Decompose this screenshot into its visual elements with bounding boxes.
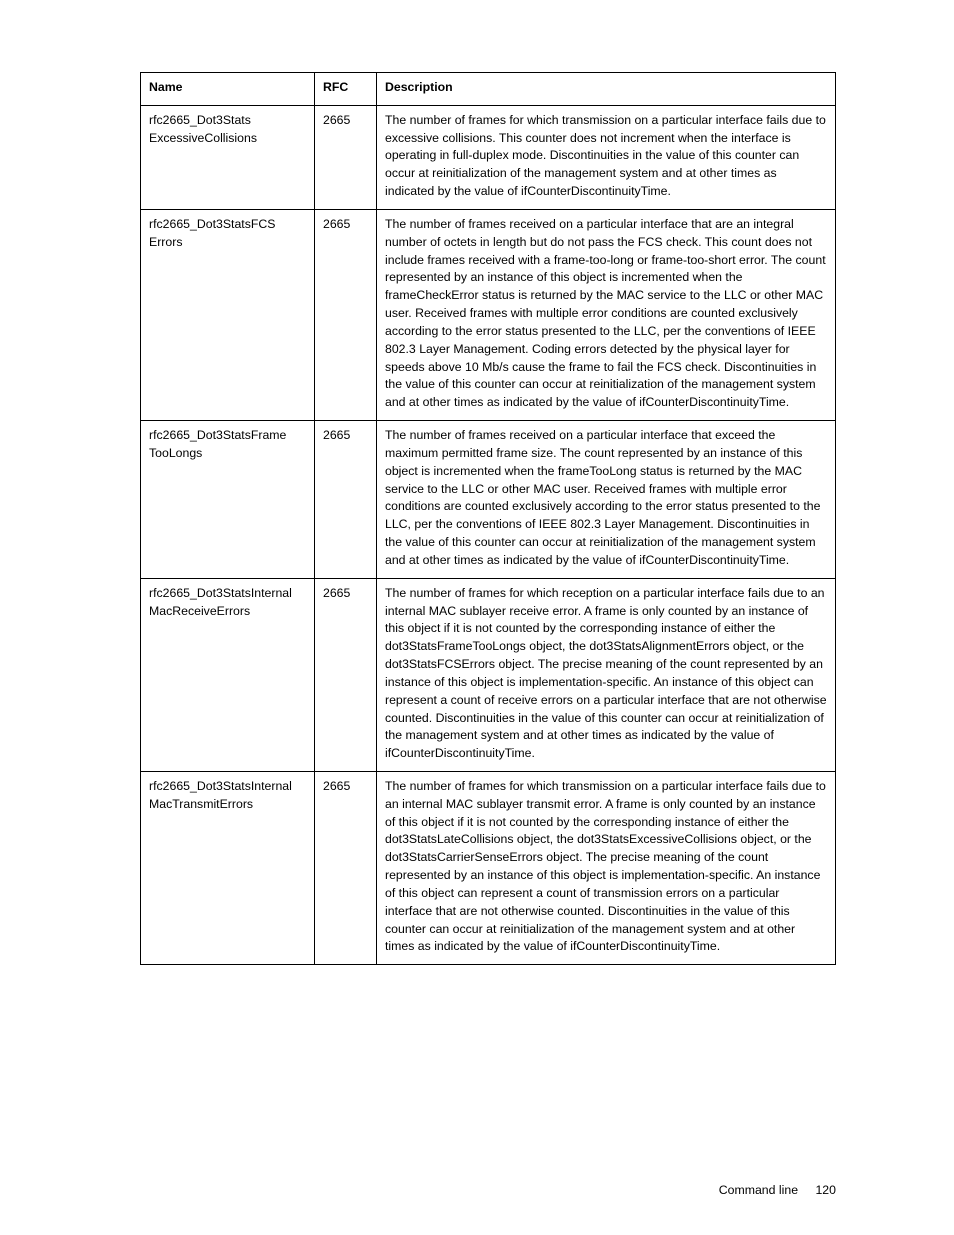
name-line-2: MacReceiveErrors — [149, 604, 250, 618]
name-line-1: rfc2665_Dot3StatsInternal — [149, 779, 292, 793]
footer-page-number: 120 — [815, 1183, 836, 1197]
cell-description: The number of frames for which transmiss… — [377, 105, 836, 209]
name-line-1: rfc2665_Dot3StatsFrame — [149, 428, 286, 442]
table-row: rfc2665_Dot3Stats ExcessiveCollisions 26… — [141, 105, 836, 209]
table-row: rfc2665_Dot3StatsInternal MacReceiveErro… — [141, 578, 836, 771]
cell-rfc: 2665 — [315, 421, 377, 579]
cell-name: rfc2665_Dot3StatsInternal MacReceiveErro… — [141, 578, 315, 771]
cell-name: rfc2665_Dot3Stats ExcessiveCollisions — [141, 105, 315, 209]
name-line-2: Errors — [149, 235, 182, 249]
cell-name: rfc2665_Dot3StatsInternal MacTransmitErr… — [141, 771, 315, 964]
col-header-description: Description — [377, 73, 836, 106]
stats-table: Name RFC Description rfc2665_Dot3Stats E… — [140, 72, 836, 965]
footer-section: Command line — [719, 1183, 798, 1197]
name-line-2: ExcessiveCollisions — [149, 131, 257, 145]
name-line-2: TooLongs — [149, 446, 202, 460]
cell-rfc: 2665 — [315, 771, 377, 964]
name-line-1: rfc2665_Dot3StatsFCS — [149, 217, 275, 231]
cell-description: The number of frames received on a parti… — [377, 421, 836, 579]
name-line-1: rfc2665_Dot3StatsInternal — [149, 586, 292, 600]
page: Name RFC Description rfc2665_Dot3Stats E… — [0, 0, 954, 1235]
page-footer: Command line 120 — [719, 1183, 836, 1197]
cell-rfc: 2665 — [315, 578, 377, 771]
cell-name: rfc2665_Dot3StatsFrame TooLongs — [141, 421, 315, 579]
cell-description: The number of frames for which reception… — [377, 578, 836, 771]
cell-description: The number of frames received on a parti… — [377, 209, 836, 420]
col-header-name: Name — [141, 73, 315, 106]
name-line-1: rfc2665_Dot3Stats — [149, 113, 251, 127]
cell-description: The number of frames for which transmiss… — [377, 771, 836, 964]
table-row: rfc2665_Dot3StatsFrame TooLongs 2665 The… — [141, 421, 836, 579]
name-line-2: MacTransmitErrors — [149, 797, 253, 811]
cell-name: rfc2665_Dot3StatsFCS Errors — [141, 209, 315, 420]
table-row: rfc2665_Dot3StatsFCS Errors 2665 The num… — [141, 209, 836, 420]
table-row: rfc2665_Dot3StatsInternal MacTransmitErr… — [141, 771, 836, 964]
cell-rfc: 2665 — [315, 209, 377, 420]
table-header-row: Name RFC Description — [141, 73, 836, 106]
col-header-rfc: RFC — [315, 73, 377, 106]
cell-rfc: 2665 — [315, 105, 377, 209]
